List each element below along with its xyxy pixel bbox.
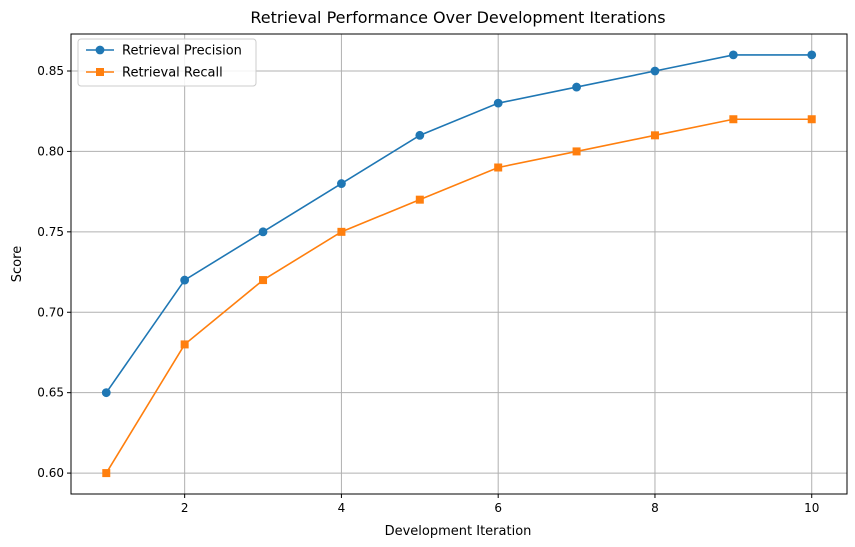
data-point	[337, 227, 346, 236]
y-axis-label: Score	[10, 246, 25, 282]
x-axis-ticks: 2 4 6 8 10	[181, 494, 819, 515]
series-markers	[101, 50, 817, 478]
x-tick-label: 10	[804, 501, 819, 515]
data-point	[807, 50, 817, 60]
legend-label: Retrieval Recall	[122, 66, 223, 81]
legend-label: Retrieval Precision	[122, 44, 242, 59]
data-point	[728, 50, 738, 60]
data-point	[807, 115, 816, 124]
x-axis-label: Development Iteration	[385, 524, 532, 539]
chart-title: Retrieval Performance Over Development I…	[250, 8, 665, 27]
y-axis-ticks: 0.60 0.65 0.70 0.75 0.80 0.85	[37, 64, 71, 480]
data-point	[259, 276, 268, 285]
series-line-1	[105, 118, 812, 474]
data-point	[258, 227, 268, 237]
y-tick-label: 0.60	[37, 466, 64, 480]
data-point	[729, 115, 738, 124]
data-point	[493, 98, 503, 108]
legend: Retrieval Precision Retrieval Recall	[77, 38, 257, 87]
data-point	[650, 66, 660, 76]
y-tick-label: 0.75	[37, 225, 64, 239]
legend-marker	[95, 45, 105, 55]
series-lines	[105, 54, 812, 474]
plot-frame	[70, 33, 848, 495]
data-point	[415, 130, 425, 140]
legend-box	[77, 38, 257, 87]
x-tick-label: 8	[651, 501, 659, 515]
legend-marker	[96, 68, 104, 76]
x-tick-label: 2	[181, 501, 189, 515]
x-tick-label: 6	[494, 501, 502, 515]
y-tick-label: 0.65	[37, 386, 64, 400]
data-point	[650, 131, 659, 140]
data-point	[415, 195, 424, 204]
data-point	[180, 340, 189, 349]
data-point	[494, 163, 503, 172]
series-line-0	[105, 54, 812, 394]
y-tick-label: 0.80	[37, 144, 64, 158]
y-tick-label: 0.85	[37, 64, 64, 78]
data-point	[102, 469, 111, 478]
data-point	[572, 147, 581, 156]
grid	[71, 34, 847, 494]
x-tick-label: 4	[338, 501, 346, 515]
data-point	[101, 388, 111, 398]
data-point	[572, 82, 581, 92]
data-point	[337, 179, 346, 188]
y-tick-label: 0.70	[37, 305, 64, 319]
data-point	[180, 275, 190, 285]
